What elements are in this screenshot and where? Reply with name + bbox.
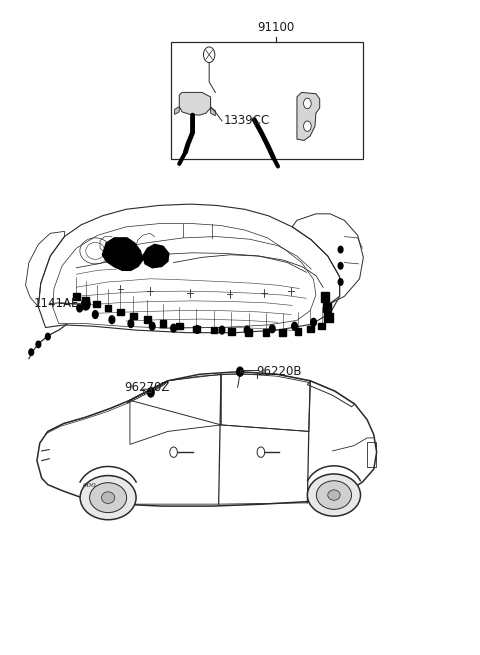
Circle shape [269,325,275,333]
Text: 91100: 91100 [257,21,294,34]
Polygon shape [211,108,216,116]
Bar [171,42,363,159]
Bar [193,326,200,332]
Bar [211,327,217,333]
Ellipse shape [328,490,340,500]
Circle shape [303,98,311,109]
Polygon shape [179,92,211,115]
Circle shape [194,326,200,333]
Polygon shape [143,244,169,268]
Polygon shape [175,107,179,115]
Circle shape [338,246,343,253]
Circle shape [147,388,154,397]
Text: 1141AE: 1141AE [34,297,79,310]
Bar [130,312,137,319]
Circle shape [311,318,316,326]
Circle shape [292,322,298,330]
Bar [228,328,235,335]
Circle shape [303,121,311,132]
Circle shape [244,326,250,334]
Text: 96220B: 96220B [257,364,302,377]
Bar [295,328,301,335]
Bar [105,305,111,311]
Bar [73,293,80,299]
Circle shape [128,320,134,328]
Circle shape [171,324,177,332]
Polygon shape [297,92,320,140]
Bar [94,301,100,307]
Bar [323,303,331,312]
Circle shape [46,333,50,340]
Bar [263,329,269,336]
Bar [321,292,329,301]
Ellipse shape [90,483,127,513]
Circle shape [338,279,343,286]
Bar [279,329,286,336]
Circle shape [257,447,264,457]
Circle shape [338,263,343,269]
Bar [160,320,167,327]
Bar [83,297,89,303]
Bar [144,316,151,323]
Circle shape [237,367,243,376]
Text: 96270Z: 96270Z [124,381,169,394]
Bar [324,313,333,322]
Bar [117,309,124,315]
Bar [367,442,376,467]
Circle shape [29,349,34,356]
Ellipse shape [307,474,360,516]
Circle shape [93,310,98,318]
Bar [245,329,252,336]
Circle shape [149,322,155,330]
Ellipse shape [101,492,115,504]
Text: eoo: eoo [82,481,96,489]
Bar [307,326,313,332]
Circle shape [109,316,115,324]
Circle shape [77,304,83,312]
Circle shape [82,298,90,310]
Text: 1339CC: 1339CC [223,115,270,128]
Circle shape [219,326,225,334]
Ellipse shape [316,481,351,510]
Ellipse shape [80,476,136,519]
Bar [318,323,325,329]
Bar [176,323,182,329]
Circle shape [36,341,41,348]
Polygon shape [102,238,143,271]
Circle shape [170,447,178,457]
